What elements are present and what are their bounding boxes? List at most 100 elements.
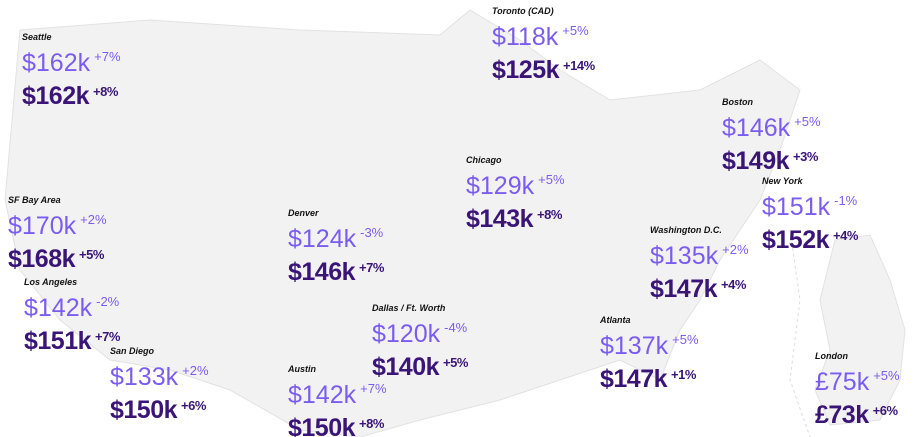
current-change: +6% (872, 403, 898, 418)
previous-salary: $124k (288, 225, 357, 253)
current-change: +1% (671, 367, 696, 382)
previous-salary: $142k (288, 381, 357, 409)
current-change: +8% (93, 84, 118, 99)
previous-change: +5% (672, 332, 699, 347)
city-name: Washington D.C. (650, 225, 722, 235)
previous-salary: $118k (492, 23, 559, 51)
previous-salary-line: $162k +7% (22, 43, 121, 77)
previous-salary-line: $129k +5% (466, 166, 565, 200)
city-label: Denver $124k -3% $146k +7% (288, 208, 384, 287)
city-name: Boston (722, 97, 753, 107)
current-salary: $146k (288, 258, 356, 286)
uk-landmass (814, 234, 906, 426)
current-change: +4% (833, 228, 858, 243)
current-change: +14% (563, 58, 595, 73)
city-name: Austin (288, 364, 316, 374)
current-change: +5% (443, 355, 468, 370)
previous-salary: $142k (24, 294, 93, 322)
previous-change: -1% (834, 193, 858, 208)
current-salary-line: $168k +5% (8, 240, 107, 274)
previous-salary-line: $124k -3% (288, 219, 384, 253)
previous-change: -4% (444, 320, 468, 335)
previous-salary-line: $146k +5% (722, 108, 821, 142)
current-salary-line: $125k +14% (492, 51, 595, 85)
current-salary-line: £73k +6% (815, 396, 900, 430)
current-salary: $168k (8, 245, 76, 273)
city-label: New York $151k -1% $152k +4% (762, 176, 858, 255)
current-salary-line: $151k +7% (24, 322, 120, 356)
current-salary-line: $150k +6% (110, 391, 209, 425)
current-salary-line: $152k +4% (762, 221, 858, 255)
previous-change: -3% (360, 225, 384, 240)
city-label: Austin $142k +7% $150k +8% (288, 364, 387, 437)
current-salary: $147k (600, 365, 668, 393)
previous-change: +2% (80, 212, 107, 227)
current-salary: $143k (466, 205, 534, 233)
city-name: Dallas / Ft. Worth (372, 303, 446, 313)
city-name: SF Bay Area (8, 195, 61, 205)
previous-salary-line: $133k +2% (110, 357, 209, 391)
previous-salary: $135k (650, 242, 719, 270)
current-salary-line: $146k +7% (288, 253, 384, 287)
previous-salary: $133k (110, 363, 179, 391)
current-salary-line: $149k +3% (722, 142, 821, 176)
city-name: New York (762, 176, 803, 186)
current-salary-line: $147k +1% (600, 360, 699, 394)
city-name: Chicago (466, 155, 502, 165)
current-salary: $140k (372, 353, 440, 381)
current-salary-line: $150k +8% (288, 409, 387, 437)
city-label: Dallas / Ft. Worth $120k -4% $140k +5% (372, 303, 468, 382)
current-salary: $125k (492, 56, 560, 84)
previous-salary: $146k (722, 114, 791, 142)
current-salary-line: $162k +8% (22, 77, 121, 111)
previous-change: +5% (794, 114, 821, 129)
previous-salary: $151k (762, 193, 831, 221)
current-change: +8% (359, 416, 384, 431)
previous-salary: $170k (8, 212, 77, 240)
previous-change: +5% (873, 368, 900, 383)
previous-salary-line: $142k -2% (24, 288, 120, 322)
current-salary-line: $143k +8% (466, 200, 565, 234)
city-name: London (815, 351, 848, 361)
current-salary: $151k (24, 327, 92, 355)
previous-salary-line: $151k -1% (762, 187, 858, 221)
previous-salary-line: $137k +5% (600, 326, 699, 360)
previous-change: +5% (538, 172, 565, 187)
previous-salary-line: $118k +5% (492, 17, 595, 51)
previous-change: +5% (562, 23, 589, 38)
city-label: Los Angeles $142k -2% $151k +7% (24, 277, 120, 356)
previous-salary-line: $120k -4% (372, 314, 468, 348)
current-salary: $150k (110, 396, 178, 424)
previous-change: +2% (722, 242, 749, 257)
previous-change: +7% (94, 49, 121, 64)
city-name: San Diego (110, 346, 155, 356)
city-name: Atlanta (600, 315, 631, 325)
previous-salary: $162k (22, 49, 91, 77)
city-label: Atlanta $137k +5% $147k +1% (600, 315, 699, 394)
current-salary: $150k (288, 414, 356, 437)
city-label: London £75k +5% £73k +6% (815, 351, 900, 430)
current-salary-line: $140k +5% (372, 348, 468, 382)
previous-change: +7% (360, 381, 387, 396)
city-name: Los Angeles (24, 277, 78, 287)
current-salary: £73k (815, 401, 869, 429)
previous-change: -2% (96, 294, 120, 309)
current-change: +3% (793, 149, 818, 164)
current-change: +8% (537, 207, 562, 222)
city-name: Seattle (22, 32, 52, 42)
previous-salary: $137k (600, 332, 669, 360)
previous-salary: £75k (815, 368, 870, 396)
current-change: +7% (359, 260, 384, 275)
city-label: SF Bay Area $170k +2% $168k +5% (8, 195, 107, 274)
current-salary: $147k (650, 275, 718, 303)
city-label: Seattle $162k +7% $162k +8% (22, 32, 121, 111)
previous-change: +2% (182, 363, 209, 378)
previous-salary-line: £75k +5% (815, 362, 900, 396)
previous-salary-line: $135k +2% (650, 236, 749, 270)
city-name: Toronto (CAD) (492, 6, 554, 16)
separator (789, 229, 811, 437)
city-label: San Diego $133k +2% $150k +6% (110, 346, 209, 425)
current-salary-line: $147k +4% (650, 270, 749, 304)
